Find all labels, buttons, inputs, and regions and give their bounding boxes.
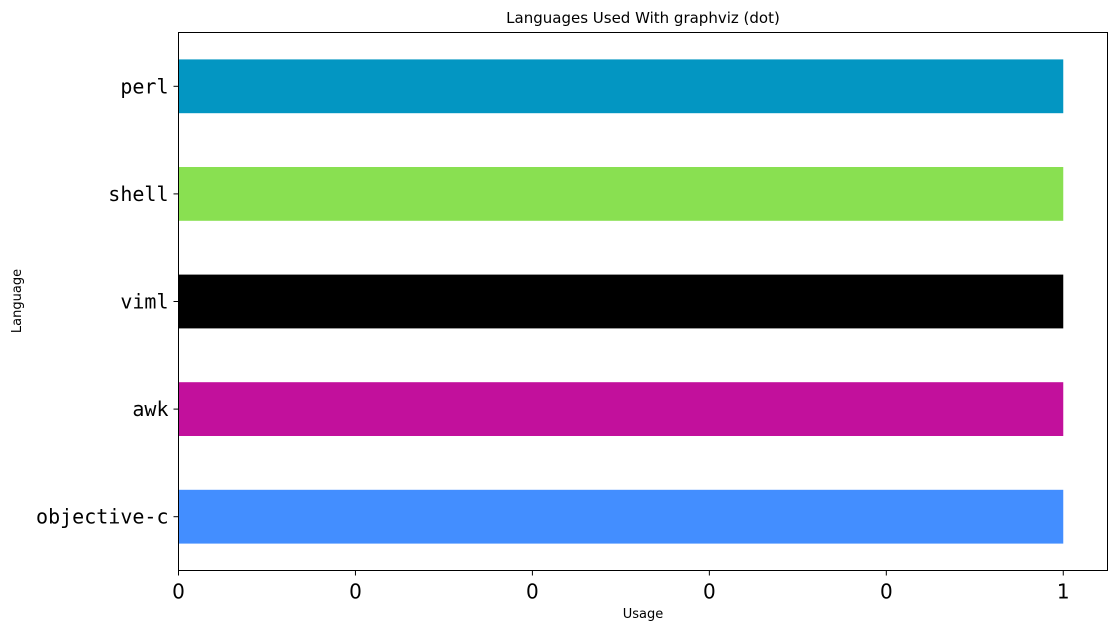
bar-objective-c — [178, 489, 1064, 544]
y-category-label: perl — [120, 74, 168, 98]
bar-shell — [178, 167, 1064, 221]
bars-group — [178, 59, 1064, 544]
x-tick-label: 0 — [880, 580, 893, 604]
bar-awk — [178, 382, 1064, 436]
y-category-label: objective-c — [36, 505, 168, 529]
x-tick-label: 0 — [526, 580, 539, 604]
y-category-label: viml — [120, 290, 168, 314]
y-category-labels: perl shell viml awk objective-c — [36, 74, 179, 529]
y-axis-label: Language — [10, 269, 25, 333]
x-tick-labels: 0 0 0 0 0 1 — [172, 570, 1070, 604]
x-tick-label: 0 — [349, 580, 362, 604]
x-axis-label: Usage — [623, 607, 664, 622]
chart-title: Languages Used With graphviz (dot) — [506, 9, 780, 27]
x-tick-label: 0 — [172, 580, 185, 604]
x-tick-label: 1 — [1057, 580, 1070, 604]
x-tick-label: 0 — [703, 580, 716, 604]
bar-perl — [178, 59, 1064, 114]
y-category-label: shell — [108, 182, 168, 206]
y-category-label: awk — [132, 397, 168, 421]
bar-viml — [178, 274, 1064, 329]
